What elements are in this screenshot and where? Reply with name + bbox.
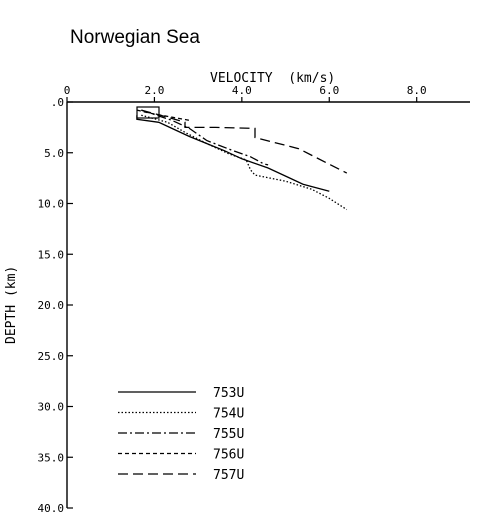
y-axis-title: DEPTH (km) (4, 266, 19, 344)
legend-label: 753U (213, 386, 244, 401)
x-tick-label: 6.0 (319, 84, 339, 97)
legend-label: 754U (213, 407, 244, 422)
y-tick-label: 10.0 (38, 198, 65, 211)
y-tick-label: 40.0 (38, 502, 65, 512)
chart-title: Norwegian Sea (70, 27, 200, 48)
series-line-754u (141, 114, 348, 211)
legend: 753U 754U 755U 756U 757U (118, 386, 244, 483)
series-line-753u (136, 115, 330, 192)
y-tick-label: 30.0 (38, 401, 65, 414)
series-line-757u (141, 109, 348, 174)
series-lines (136, 109, 348, 211)
legend-label: 757U (213, 468, 244, 483)
series-line-755u (141, 109, 269, 166)
x-ticks: 0 2.0 4.0 6.0 8.0 (64, 84, 427, 102)
x-axis-title: VELOCITY (km/s) (210, 71, 335, 86)
y-tick-label: 20.0 (38, 299, 65, 312)
x-tick-label: 0 (64, 84, 71, 97)
x-tick-label: 4.0 (232, 84, 252, 97)
x-tick-label: 8.0 (407, 84, 427, 97)
shallow-layer-box (136, 106, 160, 119)
y-tick-label: 25.0 (38, 350, 65, 363)
x-tick-label: 2.0 (144, 84, 164, 97)
legend-label: 756U (213, 448, 244, 463)
legend-label: 755U (213, 427, 244, 442)
y-tick-label: 5.0 (44, 147, 64, 160)
y-tick-label: .0 (51, 96, 64, 109)
y-tick-label: 35.0 (38, 451, 65, 464)
y-tick-label: 15.0 (38, 248, 65, 261)
y-ticks: .0 5.0 10.0 15.0 20.0 25.0 30.0 35.0 40.0 (38, 96, 73, 512)
